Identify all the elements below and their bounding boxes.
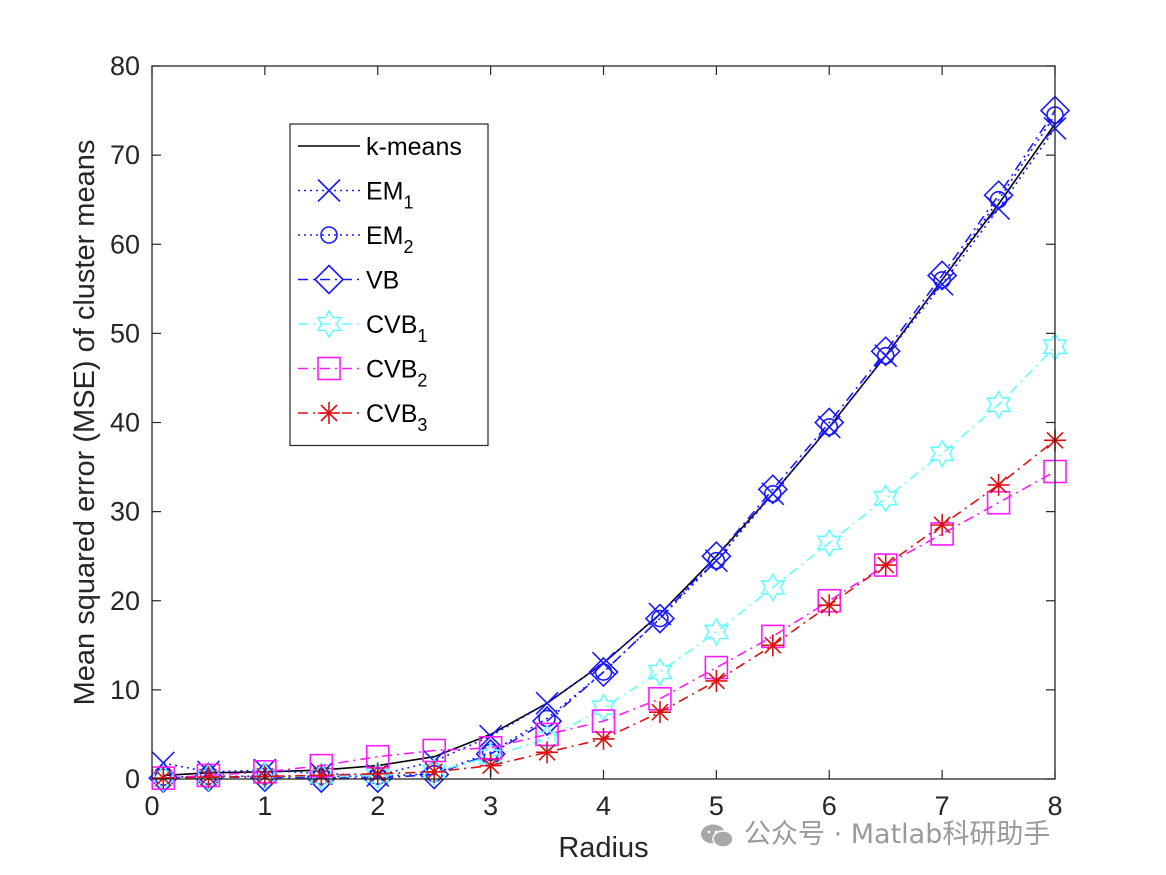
x-tick-label: 8 [1047, 791, 1062, 821]
data-point-CVB1-12 [816, 528, 842, 558]
data-point-EM1-11 [761, 482, 785, 506]
y-tick-label: 40 [110, 408, 140, 438]
legend-subscript: 2 [417, 371, 427, 391]
y-axis-label: Mean squared error (MSE) of cluster mean… [69, 140, 101, 706]
data-point-CVB1-5 [421, 757, 447, 787]
y-tick-label: 0 [125, 764, 140, 794]
wechat-icon [701, 824, 734, 848]
data-point-EM2-14 [933, 271, 951, 289]
data-point-VB-9 [644, 603, 676, 634]
data-point-CVB3-5 [423, 760, 446, 783]
data-point-CVB3-8 [592, 727, 615, 750]
data-point-VB-8 [588, 656, 619, 688]
series-line-EM1 [163, 127, 1056, 777]
x-tick-label: 0 [144, 791, 159, 821]
data-point-VB-7 [531, 705, 563, 737]
x-tick-label: 4 [596, 791, 611, 821]
data-point-CVB1-11 [760, 572, 786, 602]
data-point-VB-11 [757, 474, 788, 505]
data-point-EM2-8 [594, 663, 613, 681]
legend-label-k-means: k-means [366, 133, 462, 161]
y-tick-label: 70 [110, 140, 140, 170]
y-tick-label: 30 [110, 497, 140, 527]
data-point-CVB1-15 [985, 390, 1012, 420]
data-point-CVB3-15 [987, 473, 1010, 496]
data-point-EM2-10 [707, 551, 726, 570]
legend-entry-k-means: k-means [298, 133, 462, 161]
legend-marker-EM1 [317, 178, 341, 203]
data-point-CVB3-1 [197, 766, 220, 789]
data-point-CVB1-4 [365, 760, 391, 790]
data-point-VB-15 [983, 180, 1014, 211]
data-point-CVB1-10 [703, 617, 729, 647]
legend-label-VB: VB [366, 267, 399, 295]
x-tick-label: 6 [822, 791, 837, 821]
data-point-CVB3-10 [705, 669, 728, 692]
x-tick-label: 1 [257, 791, 272, 821]
data-point-EM2-13 [876, 346, 895, 365]
x-tick-label: 3 [483, 791, 498, 821]
x-tick-label: 7 [935, 791, 950, 821]
data-point-EM1-12 [817, 415, 841, 439]
data-point-EM2-11 [764, 484, 782, 503]
y-tick-label: 60 [110, 229, 140, 259]
data-point-CVB3-12 [818, 594, 841, 617]
data-point-VB-10 [701, 541, 732, 572]
data-point-CVB1-13 [873, 483, 899, 513]
data-point-CVB1-9 [647, 657, 673, 687]
data-point-EM2-15 [989, 190, 1008, 209]
y-tick-label: 80 [110, 51, 140, 81]
legend-marker-VB [313, 264, 345, 295]
y-tick-label: 10 [110, 675, 140, 705]
data-point-VB-12 [814, 407, 845, 438]
x-tick-label: 5 [709, 791, 724, 821]
data-point-CVB3-6 [479, 754, 502, 777]
data-point-CVB3-7 [536, 741, 559, 764]
series-EM1 [151, 116, 1067, 788]
y-tick-label: 50 [110, 318, 140, 348]
series-line-CVB3 [163, 439, 1056, 779]
y-tick-label: 20 [110, 586, 140, 616]
series-VB [148, 95, 1071, 794]
legend-marker-EM2 [320, 226, 338, 244]
series-CVB1 [150, 332, 1068, 793]
legend-entry-VB: VB [298, 264, 399, 295]
series-CVB3 [152, 429, 1066, 790]
data-point-CVB3-11 [761, 634, 784, 657]
x-axis-label: Radius [558, 832, 648, 864]
legend-marker-CVB2 [317, 356, 341, 381]
data-point-CVB3-0 [152, 767, 175, 790]
legend-subscript: 1 [404, 193, 414, 213]
data-point-CVB3-13 [874, 554, 897, 577]
data-point-CVB1-14 [929, 439, 955, 469]
data-point-CVB3-3 [310, 764, 333, 787]
watermark-text: 公众号 · Matlab科研助手 [744, 819, 1051, 850]
legend-box [289, 123, 489, 447]
legend-subscript: 1 [417, 326, 427, 346]
data-point-EM2-9 [651, 609, 669, 628]
plot-marks [148, 95, 1071, 794]
data-point-EM1-7 [535, 691, 559, 715]
data-point-VB-13 [870, 336, 901, 367]
data-point-CVB1-8 [590, 693, 617, 723]
series-line-VB [163, 110, 1056, 779]
x-tick-label: 2 [370, 791, 385, 821]
legend-subscript: 2 [404, 237, 414, 257]
data-point-CVB3-14 [931, 513, 954, 536]
data-point-VB-14 [926, 260, 958, 291]
legend-marker-CVB3 [318, 402, 340, 424]
data-point-EM2-12 [820, 418, 839, 436]
data-point-CVB3-9 [648, 701, 671, 724]
series-CVB2 [151, 459, 1067, 790]
legend-marker-CVB1 [316, 309, 342, 339]
watermark: 公众号 · Matlab科研助手 [700, 812, 1050, 851]
legend-subscript: 3 [417, 415, 427, 435]
series-line-CVB2 [163, 470, 1056, 779]
